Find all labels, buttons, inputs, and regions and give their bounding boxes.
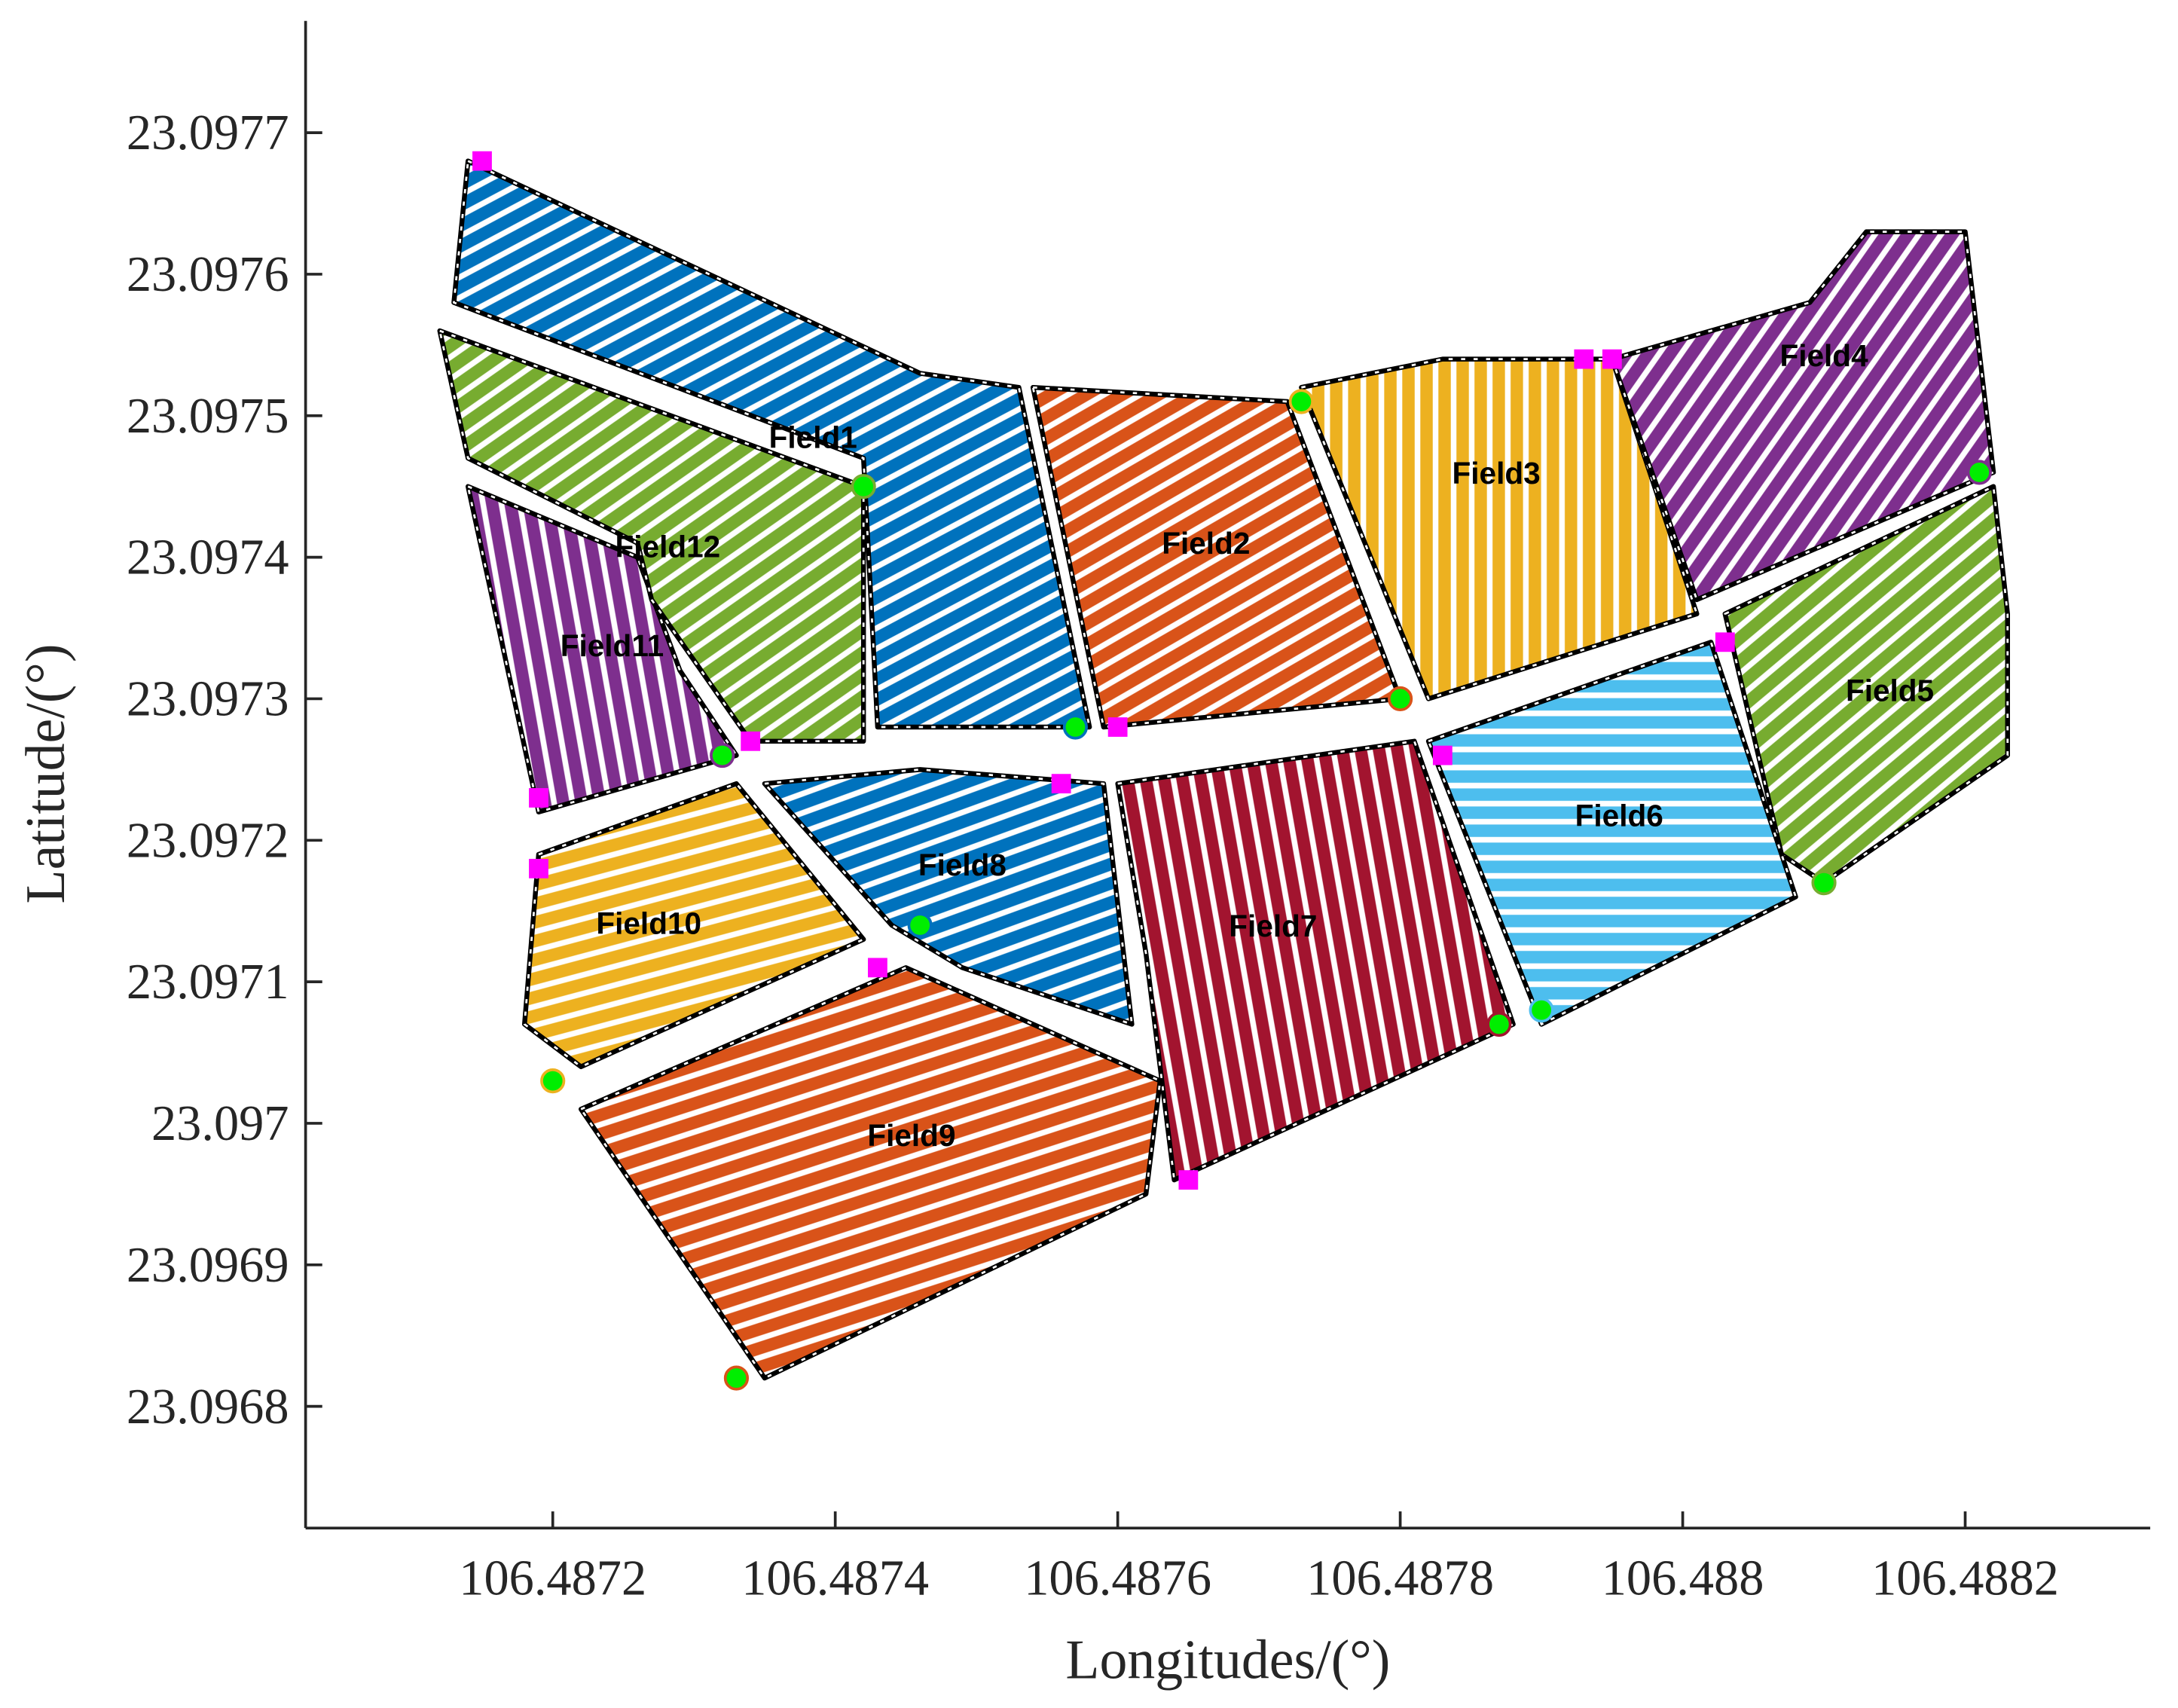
end-marker bbox=[907, 912, 933, 938]
field-label: Field6 bbox=[1575, 799, 1663, 833]
field-dashed-edge bbox=[466, 484, 738, 814]
field-label: Field5 bbox=[1846, 674, 1934, 708]
field-dashed-edge bbox=[579, 966, 1162, 1380]
field-dashed-edge bbox=[452, 159, 1091, 729]
start-marker bbox=[1107, 717, 1128, 737]
x-tick-label: 106.488 bbox=[1602, 1551, 1764, 1606]
field-label: Field7 bbox=[1229, 909, 1317, 943]
end-marker bbox=[1811, 870, 1837, 896]
start-marker bbox=[529, 788, 548, 808]
y-tick-label: 23.097 bbox=[151, 1096, 289, 1151]
end-marker bbox=[1288, 389, 1314, 414]
start-marker bbox=[1432, 745, 1453, 765]
start-marker bbox=[529, 858, 548, 878]
y-tick-label: 23.0974 bbox=[127, 530, 289, 585]
y-tick-label: 23.0972 bbox=[127, 813, 289, 868]
x-tick-label: 106.4872 bbox=[459, 1551, 646, 1606]
y-tick-label: 23.0969 bbox=[127, 1238, 289, 1293]
start-marker bbox=[1178, 1170, 1199, 1190]
x-tick-label: 106.4874 bbox=[741, 1551, 929, 1606]
field-label: Field12 bbox=[616, 530, 721, 564]
start-marker bbox=[1051, 774, 1071, 794]
x-tick-label: 106.4876 bbox=[1024, 1551, 1211, 1606]
end-marker bbox=[1529, 998, 1554, 1023]
end-marker bbox=[723, 1365, 750, 1391]
y-tick-label: 23.0971 bbox=[127, 955, 289, 1010]
start-marker bbox=[868, 958, 887, 978]
field-label: Field1 bbox=[769, 420, 857, 455]
end-marker bbox=[710, 742, 735, 768]
y-tick-label: 23.0975 bbox=[127, 389, 289, 444]
field-label: Field10 bbox=[596, 906, 701, 940]
field-dashed-edge bbox=[1427, 640, 1798, 1026]
y-tick-label: 23.0976 bbox=[127, 247, 289, 302]
field-label: Field4 bbox=[1779, 338, 1868, 373]
x-axis-title: Longitudes/(°) bbox=[1065, 1628, 1390, 1690]
field-area bbox=[1609, 229, 1996, 603]
end-marker bbox=[1486, 1011, 1512, 1037]
field-area bbox=[762, 767, 1135, 1027]
end-marker bbox=[1062, 714, 1088, 740]
y-tick-label: 23.0973 bbox=[127, 672, 289, 727]
y-axis-title: Latitude/(°) bbox=[14, 644, 76, 904]
start-marker bbox=[1574, 349, 1594, 369]
field-area bbox=[437, 328, 866, 744]
field-label: Field11 bbox=[561, 628, 664, 663]
start-marker bbox=[741, 731, 761, 751]
end-marker bbox=[540, 1068, 566, 1094]
field-area bbox=[1115, 738, 1516, 1183]
field-label: Field2 bbox=[1162, 526, 1250, 561]
end-marker bbox=[1388, 686, 1413, 712]
field-label: Field9 bbox=[867, 1118, 955, 1153]
x-tick-label: 106.4882 bbox=[1871, 1551, 2059, 1606]
y-tick-label: 23.0968 bbox=[127, 1380, 289, 1435]
y-tick-label: 23.0977 bbox=[127, 105, 289, 160]
x-tick-label: 106.4878 bbox=[1306, 1551, 1494, 1606]
start-marker bbox=[1715, 632, 1735, 652]
field-dashed-edge bbox=[523, 782, 866, 1068]
field-label: Field8 bbox=[918, 848, 1007, 882]
end-marker bbox=[851, 474, 876, 500]
start-marker bbox=[472, 151, 492, 171]
field-label: Field3 bbox=[1453, 456, 1541, 490]
start-marker bbox=[1602, 349, 1622, 369]
end-marker bbox=[1966, 460, 1992, 485]
